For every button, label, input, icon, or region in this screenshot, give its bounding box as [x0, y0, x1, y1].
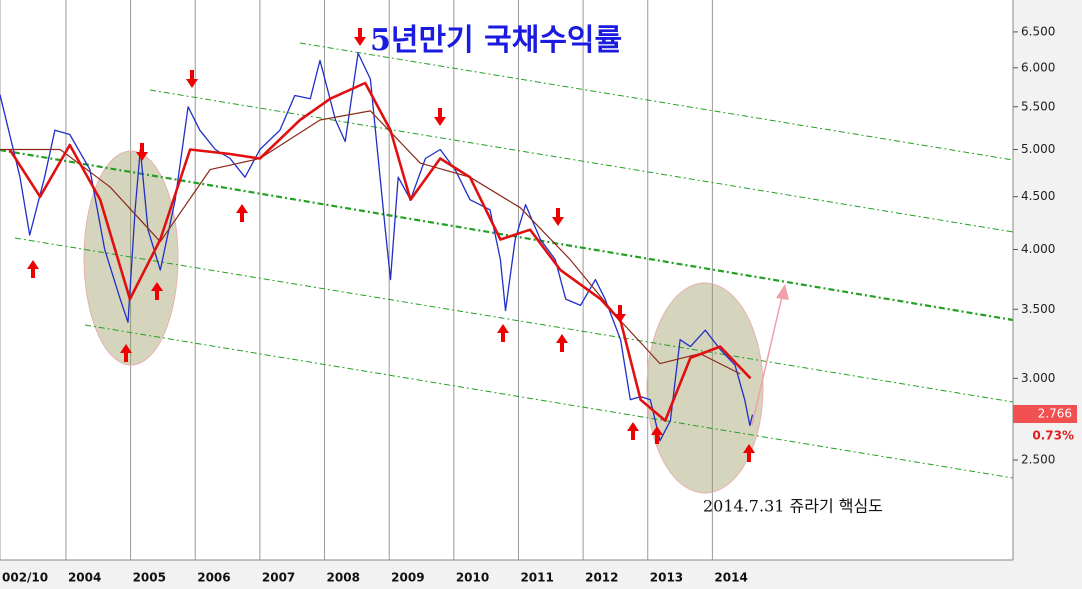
highlight-ellipse	[83, 150, 179, 366]
y-tick-label: 4.500	[1021, 189, 1055, 203]
last-value-box	[1013, 405, 1077, 423]
signal-arrow	[236, 204, 248, 222]
x-tick-label: 002/10	[2, 571, 48, 585]
signal-arrow	[556, 334, 568, 352]
x-tick-label: 2005	[133, 571, 166, 585]
x-tick-label: 2013	[650, 571, 683, 585]
x-tick-label: 2009	[391, 571, 424, 585]
grid	[0, 0, 713, 560]
signal-arrows	[27, 28, 755, 462]
y-tick-label: 5.000	[1021, 142, 1055, 156]
x-tick-label: 2011	[520, 571, 553, 585]
signal-arrow	[497, 324, 509, 342]
last-value-label: 2.766	[1038, 407, 1072, 421]
signal-arrow	[186, 70, 198, 88]
target-arrow	[751, 284, 789, 426]
x-tick-label: 2006	[197, 571, 230, 585]
annotation: 2014.7.31 쥬라기 핵심도	[703, 497, 883, 516]
y-tick-label: 2.500	[1021, 453, 1055, 467]
signal-arrow	[136, 143, 148, 161]
y-tick-label: 6.000	[1021, 60, 1055, 74]
x-tick-label: 2004	[68, 571, 101, 585]
signal-arrow	[120, 344, 132, 362]
signal-arrow	[552, 208, 564, 226]
y-tick-label: 3.500	[1021, 302, 1055, 316]
channel-line	[149, 89, 1014, 233]
signal-arrow	[434, 108, 446, 126]
signal-arrow	[627, 422, 639, 440]
signal-arrow	[27, 260, 39, 278]
channel-line	[84, 324, 1014, 479]
series-line	[0, 52, 754, 442]
y-tick-label: 3.000	[1021, 371, 1055, 385]
series-line	[0, 110, 741, 375]
chart-title: 5년만기 국채수익률	[370, 23, 622, 58]
x-tick-label: 2010	[456, 571, 489, 585]
ellipses	[83, 150, 764, 494]
signal-arrow	[354, 28, 366, 46]
signal-arrow	[743, 444, 755, 462]
x-tick-label: 2007	[262, 571, 295, 585]
channel-line	[0, 148, 1014, 322]
change-label: 0.73%	[1032, 429, 1074, 443]
signal-arrow	[151, 282, 163, 300]
highlight-ellipse	[646, 282, 764, 494]
series-lines	[0, 52, 754, 442]
channel-line	[299, 42, 1014, 161]
channels	[0, 42, 1014, 479]
x-tick-label: 2014	[714, 571, 747, 585]
x-tick-label: 2008	[327, 571, 360, 585]
y-tick-label: 4.000	[1021, 242, 1055, 256]
y-tick-label: 5.500	[1021, 99, 1055, 113]
y-tick-label: 6.500	[1021, 24, 1055, 38]
signal-arrow	[614, 305, 626, 323]
target-arrow-line	[751, 291, 784, 426]
target-arrow-head	[776, 284, 789, 300]
series-line	[8, 81, 752, 422]
x-tick-label: 2012	[585, 571, 618, 585]
signal-arrow	[651, 426, 663, 444]
channel-line	[14, 237, 1014, 403]
